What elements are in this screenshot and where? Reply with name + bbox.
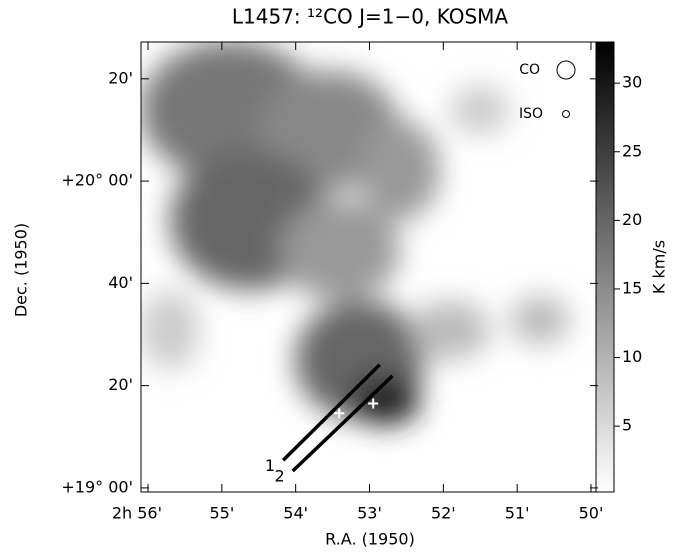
x-tick-label: 50': [579, 504, 604, 523]
strip-line: [281, 363, 382, 462]
strip-label: 2: [275, 467, 285, 486]
source-marker: [368, 398, 379, 409]
y-tick-label: +20° 00': [61, 171, 133, 190]
colorbar-tick-label: 15: [622, 278, 642, 297]
source-marker: [297, 421, 308, 432]
y-tick-label: 20': [108, 68, 133, 87]
colorbar: [595, 41, 615, 493]
intensity-map: [141, 42, 598, 492]
y-tick-label: 40': [108, 273, 133, 292]
colorbar-label: K km/s: [650, 240, 669, 294]
x-axis-label: R.A. (1950): [325, 530, 415, 549]
beam-label: ISO: [519, 106, 543, 122]
colorbar-tick-label: 10: [622, 347, 642, 366]
y-axis-label: Dec. (1950): [12, 223, 31, 317]
colorbar-tick-label: 25: [622, 141, 642, 160]
x-tick-label: 51': [505, 504, 530, 523]
x-tick-label: 53': [357, 504, 382, 523]
iso-beam: [562, 110, 570, 118]
strip-label: 1: [265, 456, 275, 475]
chart-title: L1457: ¹²CO J=1−0, KOSMA: [232, 5, 509, 29]
x-tick-label: 54': [283, 504, 308, 523]
colorbar-tick-label: 5: [622, 416, 632, 435]
beam-label: CO: [519, 62, 540, 78]
y-tick-label: +19° 00': [61, 477, 133, 496]
colorbar-tick-label: 20: [622, 210, 642, 229]
x-tick-label: 55': [209, 504, 234, 523]
colorbar-tick-label: 30: [622, 73, 642, 92]
y-tick-label: 20': [108, 375, 133, 394]
source-marker: [284, 427, 295, 438]
x-tick-label: 52': [431, 504, 456, 523]
x-tick-label: 2h 56': [112, 504, 162, 523]
strip-line: [291, 374, 394, 473]
co-beam: [556, 60, 576, 80]
source-marker: [334, 408, 345, 419]
